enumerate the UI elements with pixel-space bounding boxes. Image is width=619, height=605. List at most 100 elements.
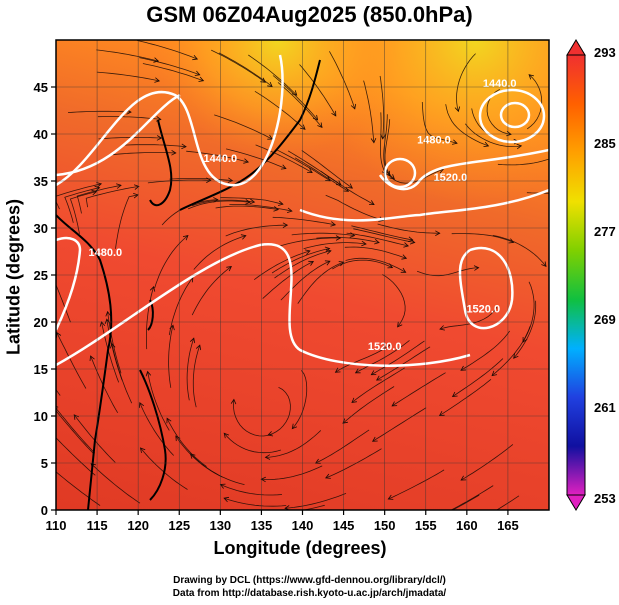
streamline-arrowhead <box>508 238 515 244</box>
streamline-arrowhead <box>206 177 212 183</box>
y-tick-label: 40 <box>34 127 48 142</box>
streamline-arrowhead <box>369 200 375 205</box>
streamline <box>379 112 387 175</box>
streamline <box>191 199 255 207</box>
streamline <box>495 495 520 510</box>
streamline <box>220 484 283 496</box>
streamline-arrowhead <box>267 134 274 140</box>
streamline-arrowhead <box>139 402 145 408</box>
streamline <box>73 414 116 463</box>
streamline-arrowhead <box>586 191 590 196</box>
streamline-arrowhead <box>513 353 519 359</box>
contour-1480-north <box>56 93 181 177</box>
streamline-arrowhead <box>452 139 458 145</box>
streamline <box>320 170 375 205</box>
y-tick-label: 45 <box>34 80 48 95</box>
streamline <box>325 448 382 479</box>
streamline-arrowhead <box>407 236 414 242</box>
streamline-arrowhead <box>291 423 298 430</box>
streamline-arrowhead <box>223 496 230 503</box>
colorbar-gradient <box>566 54 586 496</box>
x-tick-label: 140 <box>292 518 314 533</box>
contour-label: 1520.0 <box>434 172 468 184</box>
y-tick-label: 10 <box>34 409 48 424</box>
streamline <box>335 343 392 373</box>
streamline-arrowhead <box>324 260 331 266</box>
colorbar-tick-label: 269 <box>594 312 616 327</box>
streamline <box>513 300 537 359</box>
streamline <box>233 399 273 437</box>
x-tick-label: 160 <box>456 518 478 533</box>
streamline-arrowhead <box>154 77 161 83</box>
streamline <box>193 235 246 270</box>
y-tick-label: 35 <box>34 174 48 189</box>
x-tick-label: 110 <box>46 518 67 533</box>
y-tick-label: 25 <box>34 268 48 283</box>
coastline-asia-mainland <box>56 214 113 510</box>
streamline <box>56 407 95 454</box>
streamline-arrowhead <box>347 183 353 189</box>
colorbar-tick-label: 293 <box>594 45 616 60</box>
streamline-arrowhead <box>282 222 289 228</box>
streamline-arrowhead <box>116 183 122 189</box>
streamline <box>56 410 95 455</box>
streamline <box>96 71 160 82</box>
streamline <box>291 370 308 429</box>
y-tick-label: 30 <box>34 221 48 236</box>
streamline <box>255 144 313 173</box>
streamline <box>384 119 395 180</box>
streamline-arrowhead <box>166 417 172 424</box>
streamline-arrowhead <box>308 260 315 266</box>
streamline <box>223 433 282 454</box>
streamline-arrowhead <box>454 106 461 113</box>
contour-1440-north <box>56 54 284 187</box>
streamline <box>76 184 122 214</box>
streamline <box>137 40 198 60</box>
streamline <box>265 430 322 458</box>
streamline <box>186 150 249 163</box>
streamline <box>299 64 337 117</box>
streamline-arrowhead <box>149 286 156 292</box>
streamline-arrowhead <box>243 158 250 164</box>
streamline-arrowhead <box>324 246 331 253</box>
streamline-arrowhead <box>240 234 247 240</box>
streamline-arrowhead <box>331 110 337 117</box>
streamline-arrowhead <box>156 135 163 141</box>
coastline-japan <box>179 59 321 211</box>
streamline-arrowhead <box>96 182 103 188</box>
streamline <box>214 114 273 140</box>
streamline <box>332 259 393 270</box>
streamline <box>464 123 522 148</box>
streamline <box>382 274 406 328</box>
streamline-arrowhead <box>354 368 361 374</box>
streamline-arrowhead <box>370 137 377 144</box>
streamline-arrowhead <box>264 454 271 460</box>
streamline-arrowhead <box>516 143 523 150</box>
streamline-arrowhead <box>189 337 196 344</box>
contour-1520-central <box>299 188 549 222</box>
streamline <box>225 224 288 237</box>
streamline <box>445 104 489 147</box>
streamline-arrowhead <box>342 418 348 424</box>
streamline <box>452 358 504 397</box>
wind-streamlines <box>50 40 590 510</box>
colorbar-bottom-cap <box>566 494 586 511</box>
streamline-arrowhead <box>139 447 146 453</box>
streamline-arrowhead <box>397 321 403 328</box>
streamline-arrowhead <box>277 200 284 206</box>
streamline <box>301 504 325 510</box>
streamline-arrowhead <box>249 198 256 205</box>
x-tick-label: 120 <box>127 518 149 533</box>
chart-title: GSM 06Z04Aug2025 (850.0hPa) <box>146 2 473 27</box>
streamline-arrowhead <box>439 325 445 331</box>
streamline <box>112 152 176 156</box>
streamline <box>272 216 336 226</box>
streamline <box>353 228 415 243</box>
streamline <box>416 267 479 277</box>
streamline <box>526 192 549 194</box>
streamline-arrowhead <box>330 221 337 227</box>
streamline-arrowhead <box>400 267 407 273</box>
x-tick-label: 165 <box>497 518 519 533</box>
streamline-arrowhead <box>50 432 55 437</box>
streamline <box>190 453 245 485</box>
